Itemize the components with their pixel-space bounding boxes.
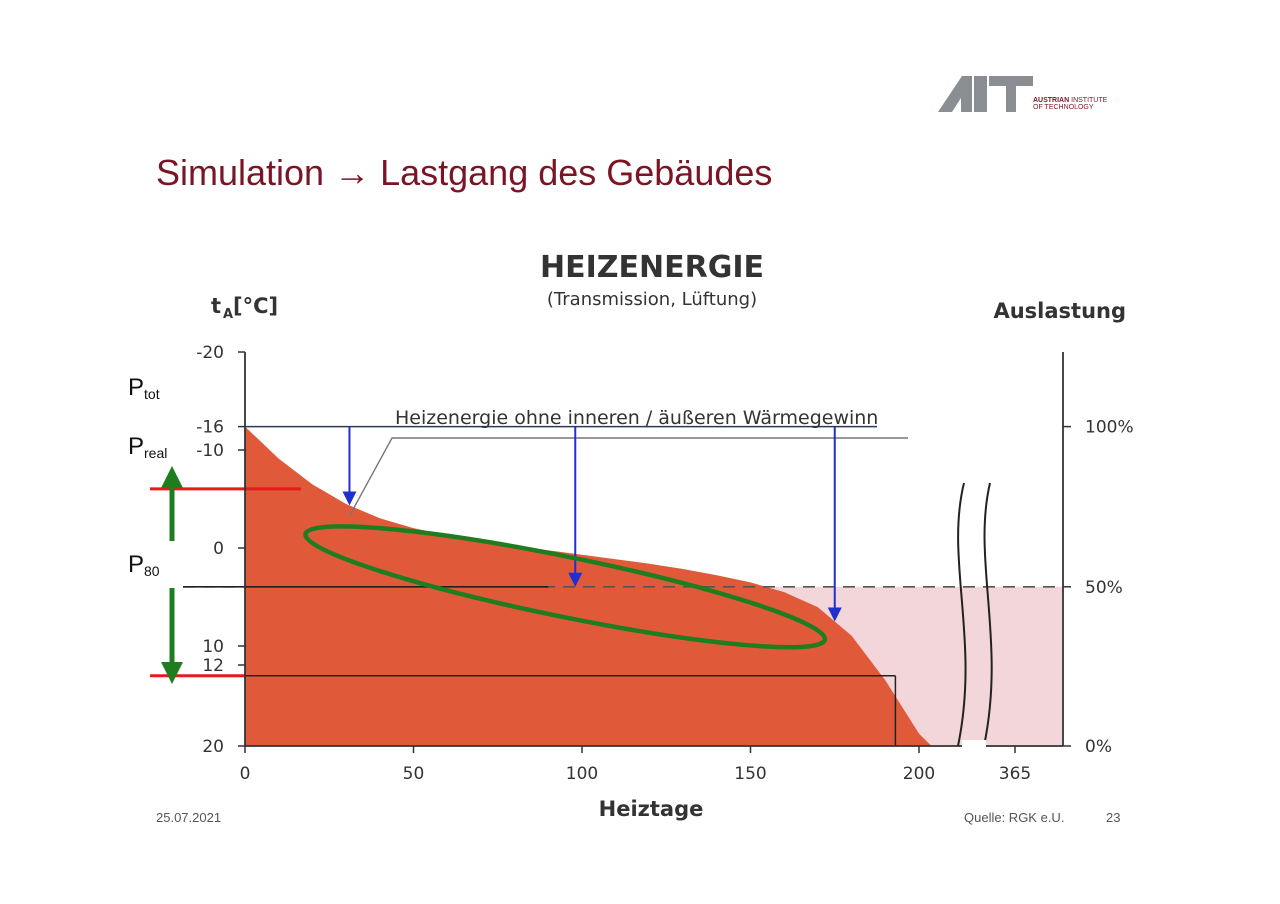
green-arrow-up-head [161,466,183,488]
annotation-leader [349,437,908,516]
x-tick-label: 50 [403,764,425,784]
y-left-tick-label: -16 [196,418,224,438]
ait-logo-mark [938,76,1033,112]
y-left-tick-label: -20 [196,343,224,363]
y-left-axis-title-sub: A [223,307,233,322]
x-tick-label: 0 [240,764,251,784]
y-right-tick-label: 100% [1085,418,1134,438]
p-real-label: Preal [128,433,168,461]
logo-line2: OF TECHNOLOGY [1033,104,1094,111]
y-left-tick-label: 12 [202,656,224,676]
x-tick-label: 100 [566,764,598,784]
footer-source: Quelle: RGK e.U. [964,810,1065,825]
slide-title: Simulation → Lastgang des Gebäudes [156,152,773,193]
annotation-label: Heizenergie ohne inneren / äußeren Wärme… [395,407,878,429]
logo-line1: INSTITUTE [1071,97,1108,104]
green-ellipse [303,524,828,650]
ait-logo: AUSTRIAN INSTITUTE OF TECHNOLOGY [936,72,1126,116]
axis-break-gap [962,740,986,754]
y-left-axis-title-unit: [°C] [233,294,278,318]
y-right-axis-title: Auslastung [993,299,1126,323]
green-arrow-down-head [161,662,183,684]
x-tick-label: 365 [999,764,1031,784]
x-axis-title: Heiztage [599,797,704,821]
y-left-tick-label: 0 [213,539,224,559]
blue-arrow-head [568,572,583,587]
y-left-tick-label: 20 [202,737,224,757]
y-left-tick-label: -10 [196,441,224,461]
blue-arrow-head [827,607,842,622]
chart-title: HEIZENERGIE [540,250,764,285]
y-left-axis-title-t: t [211,294,221,318]
chart-subtitle: (Transmission, Lüftung) [547,289,757,310]
y-left-tick-label: 10 [202,637,224,657]
p-80-label: P80 [128,551,160,579]
ait-logo-text: AUSTRIAN INSTITUTE OF TECHNOLOGY [1033,97,1107,111]
y-right-tick-label: 0% [1085,737,1112,757]
x-tick-label: 150 [734,764,766,784]
p-tot-label: Ptot [128,374,160,402]
y-right-tick-label: 50% [1085,578,1123,598]
x-tick-label: 200 [903,764,935,784]
logo-line1-bold: AUSTRIAN [1033,97,1070,104]
blue-arrow-head [342,491,357,506]
axis-break [957,482,993,747]
footer-date: 25.07.2021 [156,810,222,825]
footer-page-number: 23 [1106,810,1121,825]
